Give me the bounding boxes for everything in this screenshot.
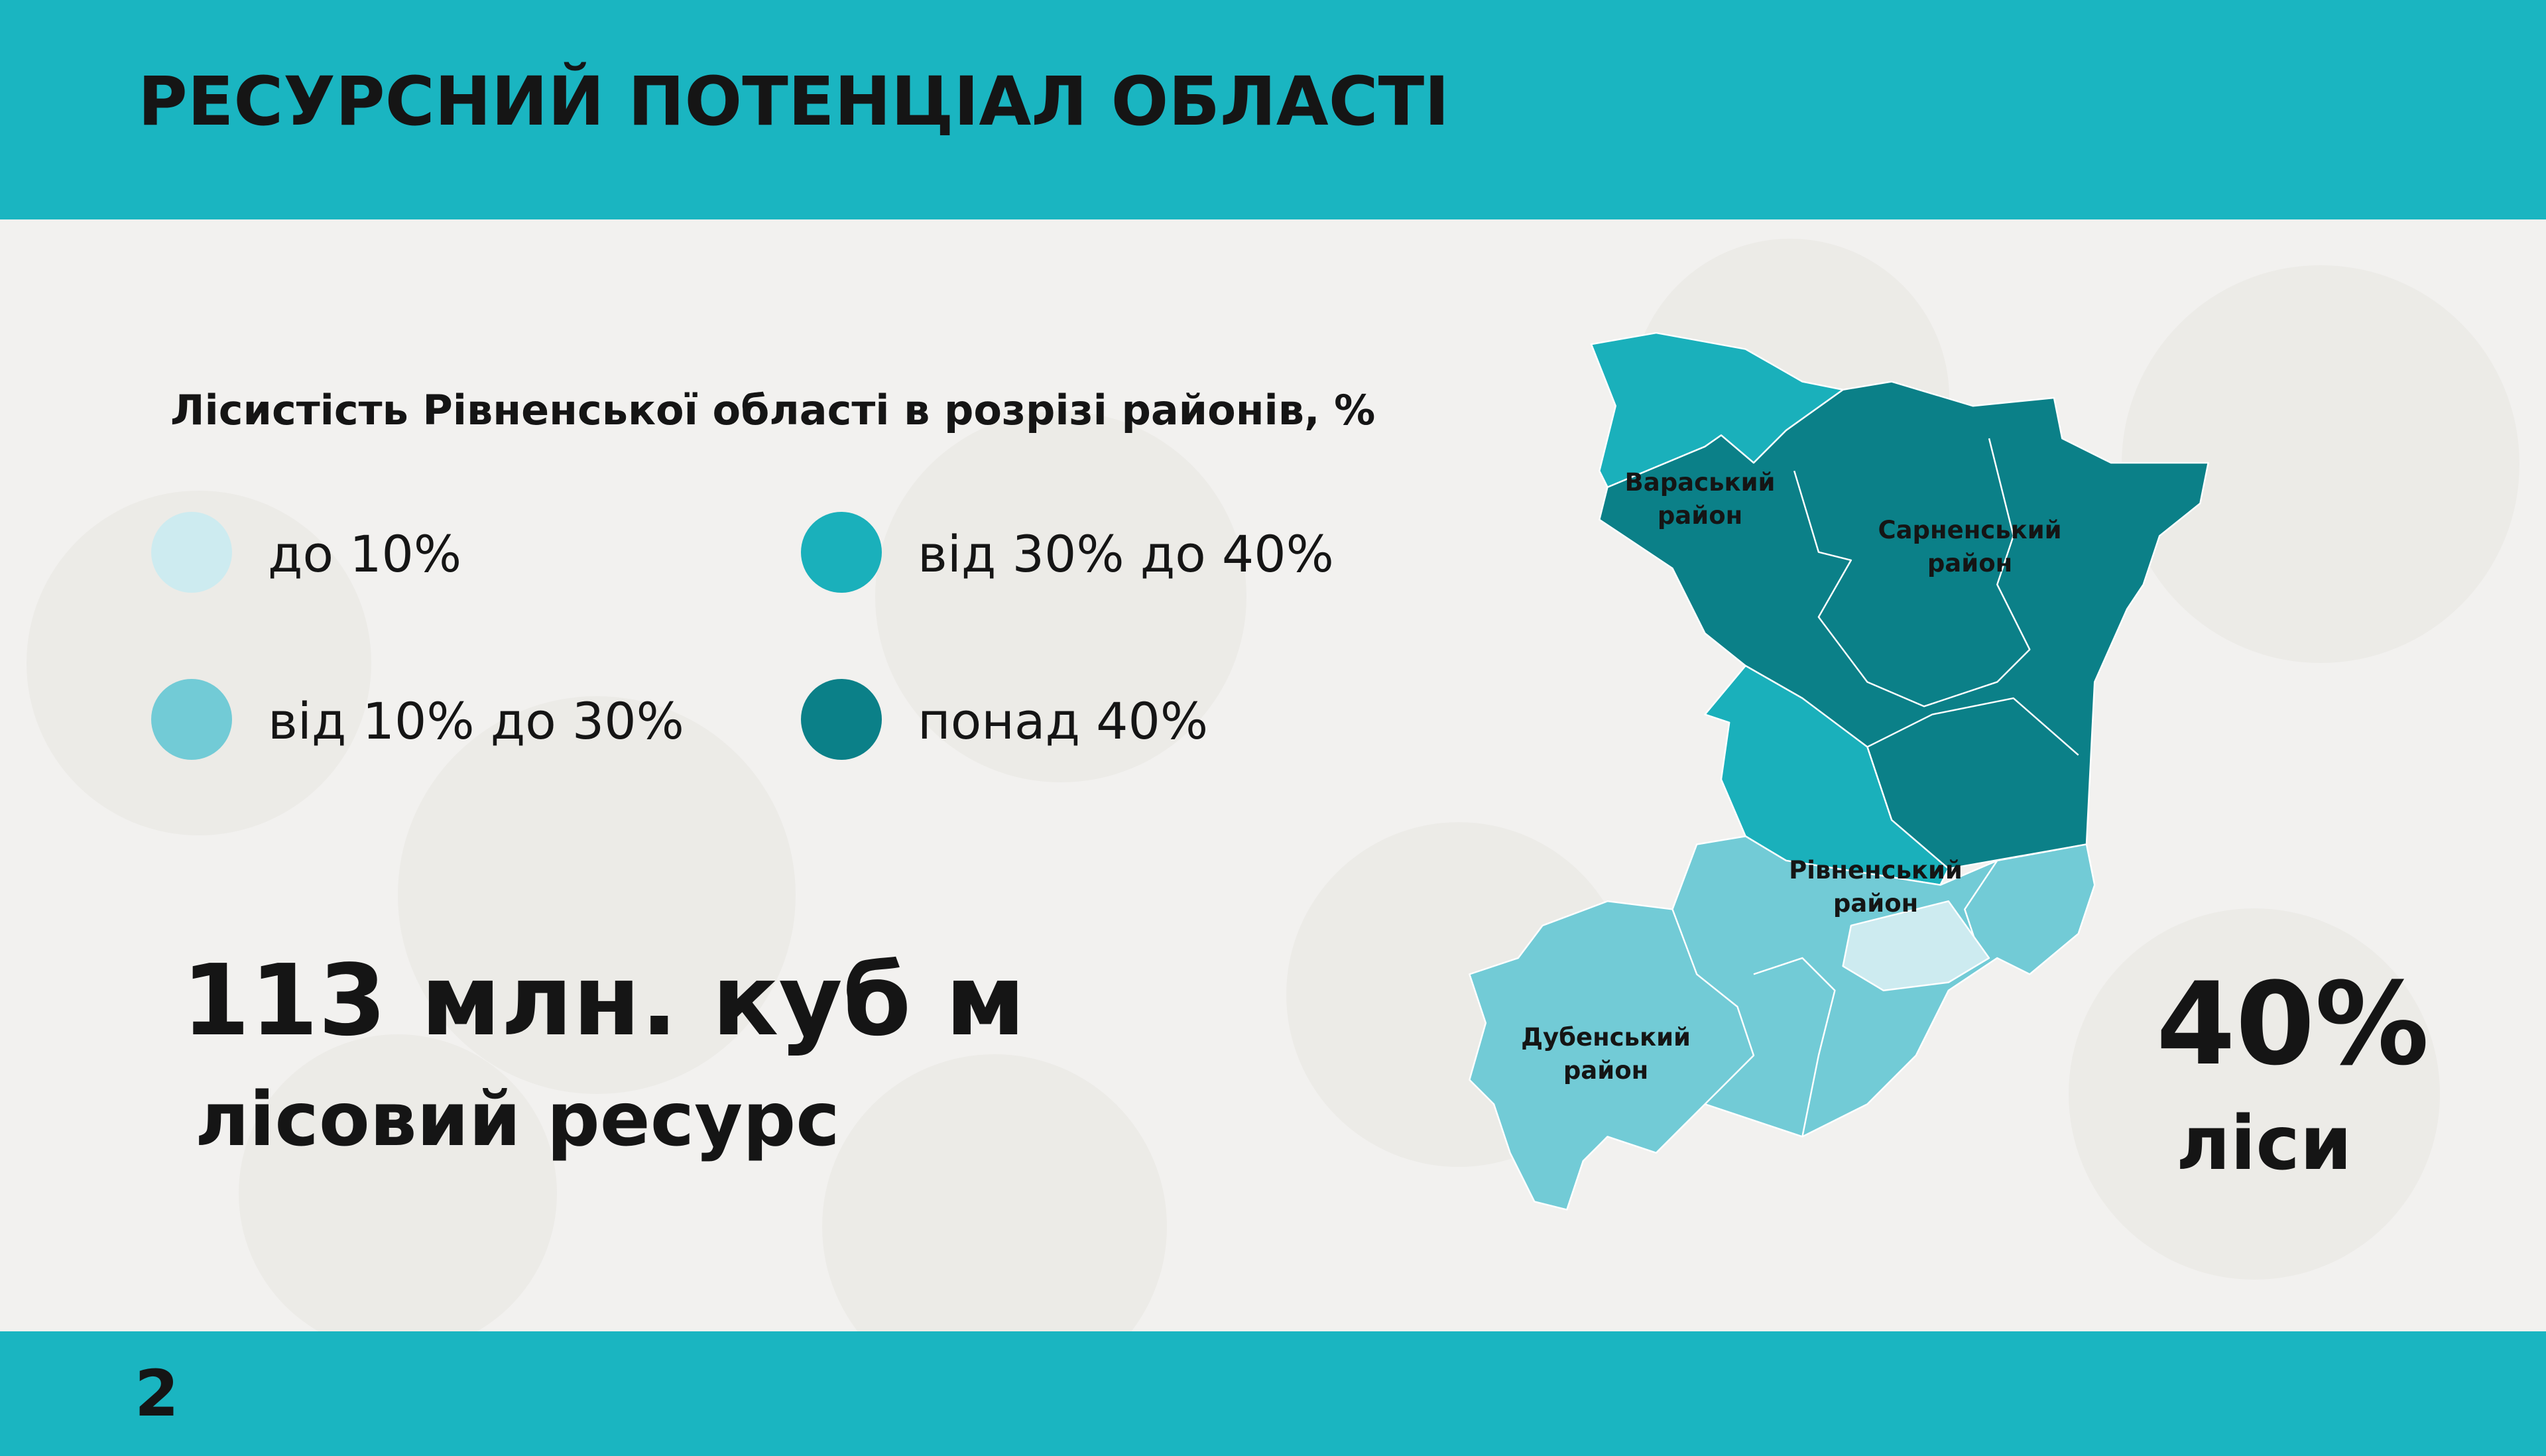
stat-label: ліси <box>2176 1101 2352 1187</box>
header-band <box>0 0 2546 219</box>
stat-label: лісовий ресурс <box>195 1077 840 1163</box>
map-labels: Вараський район Сарненський район Рівнен… <box>1521 468 2061 1085</box>
map-border <box>1866 697 2079 756</box>
district-name: Вараський <box>1625 468 1776 497</box>
district-name: Дубенський <box>1521 1023 1691 1052</box>
map-border <box>1793 438 2031 707</box>
page-number: 2 <box>135 1357 179 1431</box>
footer-band <box>0 1331 2546 1456</box>
title: РЕСУРСНИЙ ПОТЕНЦІАЛ ОБЛАСТІ <box>138 62 1449 141</box>
district-name: Сарненський <box>1878 516 2061 544</box>
district-unit: район <box>1833 889 1918 918</box>
map <box>1469 332 2209 1211</box>
legend-label: від 10% до 30% <box>268 692 684 751</box>
subtitle: Лісистість Рівненської області в розрізі… <box>170 386 1375 434</box>
map-region <box>1842 900 1990 992</box>
district-unit: район <box>1927 549 2012 577</box>
legend-swatch <box>151 679 232 760</box>
district-unit: район <box>1563 1056 1648 1085</box>
stat-value: 113 млн. куб м <box>182 943 1026 1058</box>
legend-label: від 30% до 40% <box>918 524 1334 583</box>
map-region <box>1590 332 1844 488</box>
legend-swatch <box>801 512 882 593</box>
district-unit: район <box>1658 501 1742 530</box>
stat-value: 40% <box>2156 957 2429 1091</box>
legend-label: до 10% <box>268 524 461 583</box>
legend-swatch <box>151 512 232 593</box>
legend-label: понад 40% <box>918 692 1208 751</box>
legend-swatch <box>801 679 882 760</box>
map-border <box>1671 909 1755 1105</box>
map-border <box>1753 957 1836 1137</box>
district-name: Рівненський <box>1789 856 1963 884</box>
